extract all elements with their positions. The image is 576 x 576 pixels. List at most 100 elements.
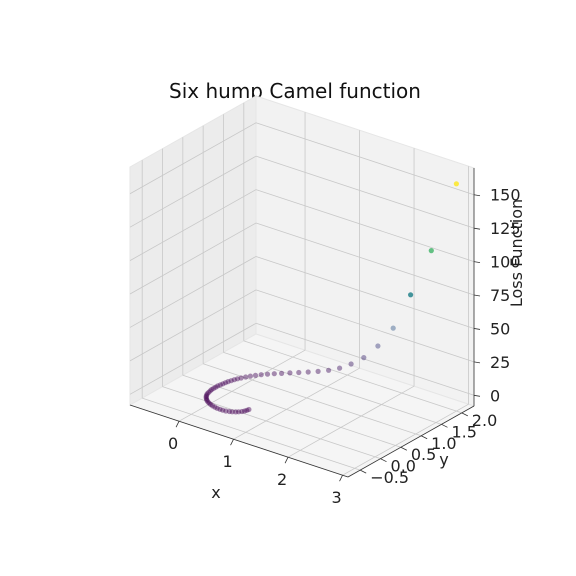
y-grid-line — [223, 351, 442, 425]
z-tick-mark — [473, 261, 481, 263]
data-point — [225, 379, 231, 385]
x-tick-mark — [284, 457, 289, 464]
chart-title: Six hump Camel function — [169, 79, 421, 103]
z-tick-label: 0 — [490, 386, 500, 405]
data-point — [220, 381, 226, 387]
data-point — [408, 292, 414, 298]
y-tick-label: 2.0 — [472, 411, 497, 430]
z-grid-line — [255, 189, 475, 262]
data-point — [204, 391, 210, 397]
data-point — [208, 401, 214, 408]
z-tick-mark — [473, 328, 481, 330]
x-tick-label: 1 — [222, 452, 232, 471]
x-grid-line — [233, 367, 360, 440]
z-tick-label: 50 — [490, 319, 510, 338]
z-tick-label: 75 — [490, 286, 510, 305]
y-tick-mark — [420, 435, 428, 440]
data-point — [247, 373, 253, 379]
data-point — [215, 383, 221, 389]
z-grid-line — [129, 289, 257, 362]
data-point — [204, 396, 210, 402]
y-tick-mark — [441, 423, 448, 428]
data-point — [220, 407, 226, 413]
data-point — [217, 406, 223, 412]
data-point — [252, 372, 259, 378]
data-point — [203, 393, 209, 399]
data-point — [246, 406, 252, 413]
z-grid-line — [129, 322, 257, 395]
data-point — [453, 181, 459, 187]
z-grid-line — [129, 155, 257, 228]
tick-labels: 0 1 2 3 −0.50.00.51.01.52.0 0 25 50 75 100 125 150 — [168, 186, 521, 507]
x-tick-mark — [175, 421, 180, 428]
y-grid-line — [142, 397, 361, 471]
data-point — [337, 365, 343, 371]
z-tick-mark — [473, 194, 481, 197]
z-axis-label: Loss Function — [507, 199, 526, 307]
x-grid-line — [178, 349, 306, 422]
z-grid-line — [129, 222, 257, 295]
data-point — [242, 408, 248, 414]
z-tick-mark — [473, 361, 481, 364]
data-point — [214, 405, 220, 411]
x-tick-label: 0 — [168, 434, 178, 453]
data-point — [236, 409, 242, 415]
data-point — [315, 368, 321, 374]
y-tick-mark — [461, 412, 468, 417]
y-grid-line — [182, 374, 401, 448]
data-point — [204, 397, 210, 404]
z-tick-label: 25 — [490, 353, 510, 372]
data-point — [211, 385, 217, 391]
z-tick-mark — [473, 227, 481, 230]
data-point — [305, 369, 311, 375]
data-point — [287, 370, 293, 376]
y-tick-mark — [400, 446, 408, 451]
y-tick-label: 1.5 — [451, 422, 476, 441]
x-grid-line — [342, 403, 469, 476]
z-tick-mark — [473, 394, 481, 397]
data-point — [264, 371, 271, 377]
data-point — [348, 361, 354, 367]
y-axis-line — [347, 405, 475, 478]
y-tick-mark — [360, 469, 367, 474]
data-point — [223, 408, 229, 414]
data-point — [390, 325, 396, 331]
z-grid-line — [255, 222, 475, 296]
z-grid-line — [255, 122, 475, 196]
grid-lines — [129, 102, 475, 476]
data-point — [243, 374, 249, 380]
data-point — [217, 382, 223, 388]
data-point — [205, 399, 211, 405]
y-tick-mark — [380, 458, 387, 463]
z-grid-line — [255, 322, 475, 396]
data-point — [233, 409, 239, 415]
y-grid-line — [243, 340, 462, 414]
data-points — [203, 181, 459, 415]
data-point — [206, 389, 212, 395]
y-tick-label: −0.5 — [370, 468, 409, 487]
data-point — [375, 343, 381, 349]
data-point — [203, 395, 209, 401]
y-tick-label: 0.5 — [411, 445, 436, 464]
x-grid-line — [287, 385, 415, 458]
data-point — [258, 372, 264, 378]
data-point — [206, 400, 212, 406]
data-point — [428, 248, 434, 254]
x-tick-mark — [230, 439, 234, 446]
z-grid-line — [255, 155, 475, 229]
data-point — [204, 392, 210, 398]
data-point — [229, 409, 235, 415]
data-point — [228, 378, 234, 384]
z-grid-line — [129, 122, 257, 195]
z-grid-line — [129, 189, 257, 261]
data-point — [207, 388, 213, 394]
x-axis-label: x — [211, 483, 220, 502]
data-point — [234, 376, 241, 382]
data-point — [296, 369, 302, 376]
data-point — [271, 371, 277, 377]
x-tick-mark — [339, 475, 343, 482]
x-axis-line — [129, 404, 349, 478]
y-tick-label: 1.0 — [431, 434, 456, 453]
z-grid-line — [129, 256, 257, 328]
data-point — [231, 377, 237, 383]
